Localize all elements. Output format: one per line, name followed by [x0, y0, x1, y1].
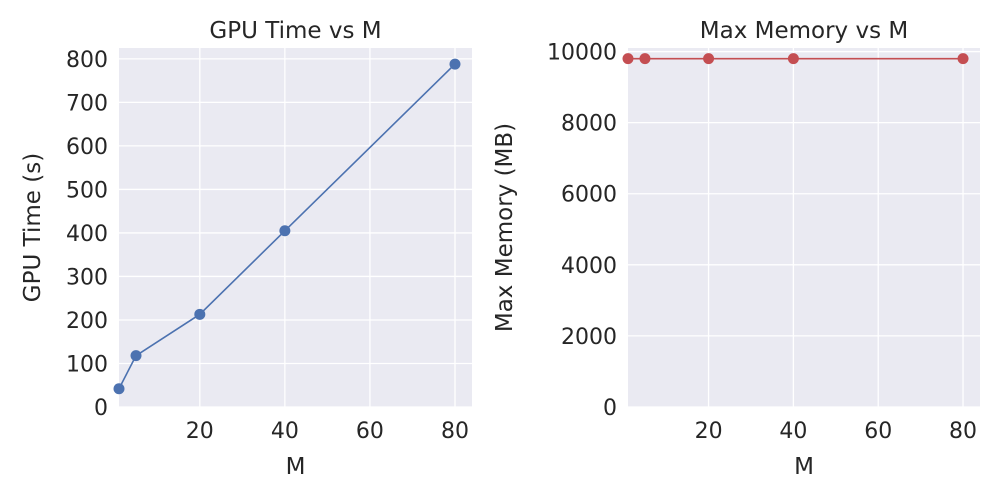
y-tick-label: 2000 [561, 325, 617, 350]
data-point [787, 53, 799, 65]
x-tick-label: 20 [186, 419, 214, 444]
data-point [113, 383, 125, 395]
data-point [703, 53, 715, 65]
y-tick-label: 700 [66, 91, 108, 116]
y-tick-label: 8000 [561, 112, 617, 137]
chart-title: Max Memory vs M [700, 18, 908, 44]
y-tick-label: 400 [66, 222, 108, 247]
plot-area [119, 48, 472, 407]
y-tick-label: 100 [66, 352, 108, 377]
y-axis-label: Max Memory (MB) [492, 123, 518, 332]
chart-title: GPU Time vs M [209, 18, 381, 44]
y-tick-label: 300 [66, 265, 108, 290]
data-point [622, 53, 634, 65]
max-memory-chart: 20 40 60 80 0 2000 4000 6000 8000 10000 Max Memory… [492, 18, 980, 480]
x-tick-label: 60 [356, 419, 384, 444]
x-tick-label: 20 [695, 419, 723, 444]
y-tick-label: 800 [66, 48, 108, 73]
plot-area [628, 48, 980, 407]
y-tick-label: 0 [94, 396, 108, 421]
y-tick-label: 200 [66, 309, 108, 334]
y-tick-label: 6000 [561, 183, 617, 208]
x-axis-label: M [794, 454, 814, 480]
y-tick-label: 4000 [561, 254, 617, 279]
y-axis-label: GPU Time (s) [20, 153, 46, 302]
data-point [194, 308, 206, 320]
data-point [639, 53, 651, 65]
data-point [130, 350, 142, 362]
x-tick-label: 80 [949, 419, 977, 444]
data-point [449, 58, 461, 70]
y-tick-label: 600 [66, 135, 108, 160]
y-tick-label: 10000 [547, 41, 617, 66]
y-tick-label: 500 [66, 178, 108, 203]
data-point [279, 225, 291, 237]
data-point [957, 53, 969, 65]
y-tick-label: 0 [603, 396, 617, 421]
x-tick-label: 60 [864, 419, 892, 444]
x-axis-label: M [286, 454, 306, 480]
x-tick-label: 40 [271, 419, 299, 444]
x-tick-label: 80 [441, 419, 469, 444]
x-tick-label: 40 [779, 419, 807, 444]
